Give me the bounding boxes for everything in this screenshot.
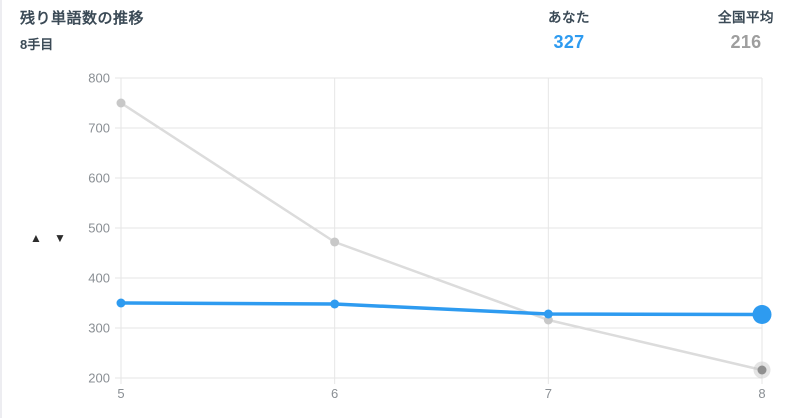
y-axis-tick-label: 600 [88, 171, 110, 186]
move-number-label: 8手目 [20, 37, 54, 52]
national-average-label: 全国平均 [718, 10, 774, 25]
previous-move-arrow-icon[interactable]: ▲ [26, 228, 46, 248]
y-axis-tick-label: 300 [88, 321, 110, 336]
chart-title: 残り単語数の推移 [20, 10, 145, 27]
data-point [543, 309, 553, 319]
national-average-value: 216 [730, 32, 762, 52]
data-point-current [752, 305, 772, 324]
data-point [116, 98, 126, 108]
y-axis-tick-label: 700 [88, 121, 110, 136]
y-axis-tick-label: 200 [88, 371, 110, 386]
y-axis-tick-label: 800 [88, 71, 110, 86]
data-point [330, 299, 340, 309]
x-axis-tick-label: 5 [117, 386, 124, 401]
you-stat-column: あなた 327 [509, 6, 629, 53]
y-axis-tick-label: 500 [88, 221, 110, 236]
you-label: あなた [548, 10, 590, 25]
series-line-全国平均 [119, 101, 764, 372]
data-point [330, 237, 340, 247]
series-line-あなた [119, 301, 764, 317]
y-axis-tick-label: 400 [88, 271, 110, 286]
next-move-arrow-icon[interactable]: ▼ [50, 228, 70, 248]
data-point-current [757, 365, 767, 375]
x-axis-tick-label: 7 [545, 386, 552, 401]
x-axis-tick-label: 6 [331, 386, 338, 401]
data-point [116, 298, 126, 308]
you-value: 327 [553, 32, 585, 52]
national-average-stat-column: 全国平均 216 [686, 6, 786, 53]
x-axis-tick-label: 8 [758, 386, 765, 401]
